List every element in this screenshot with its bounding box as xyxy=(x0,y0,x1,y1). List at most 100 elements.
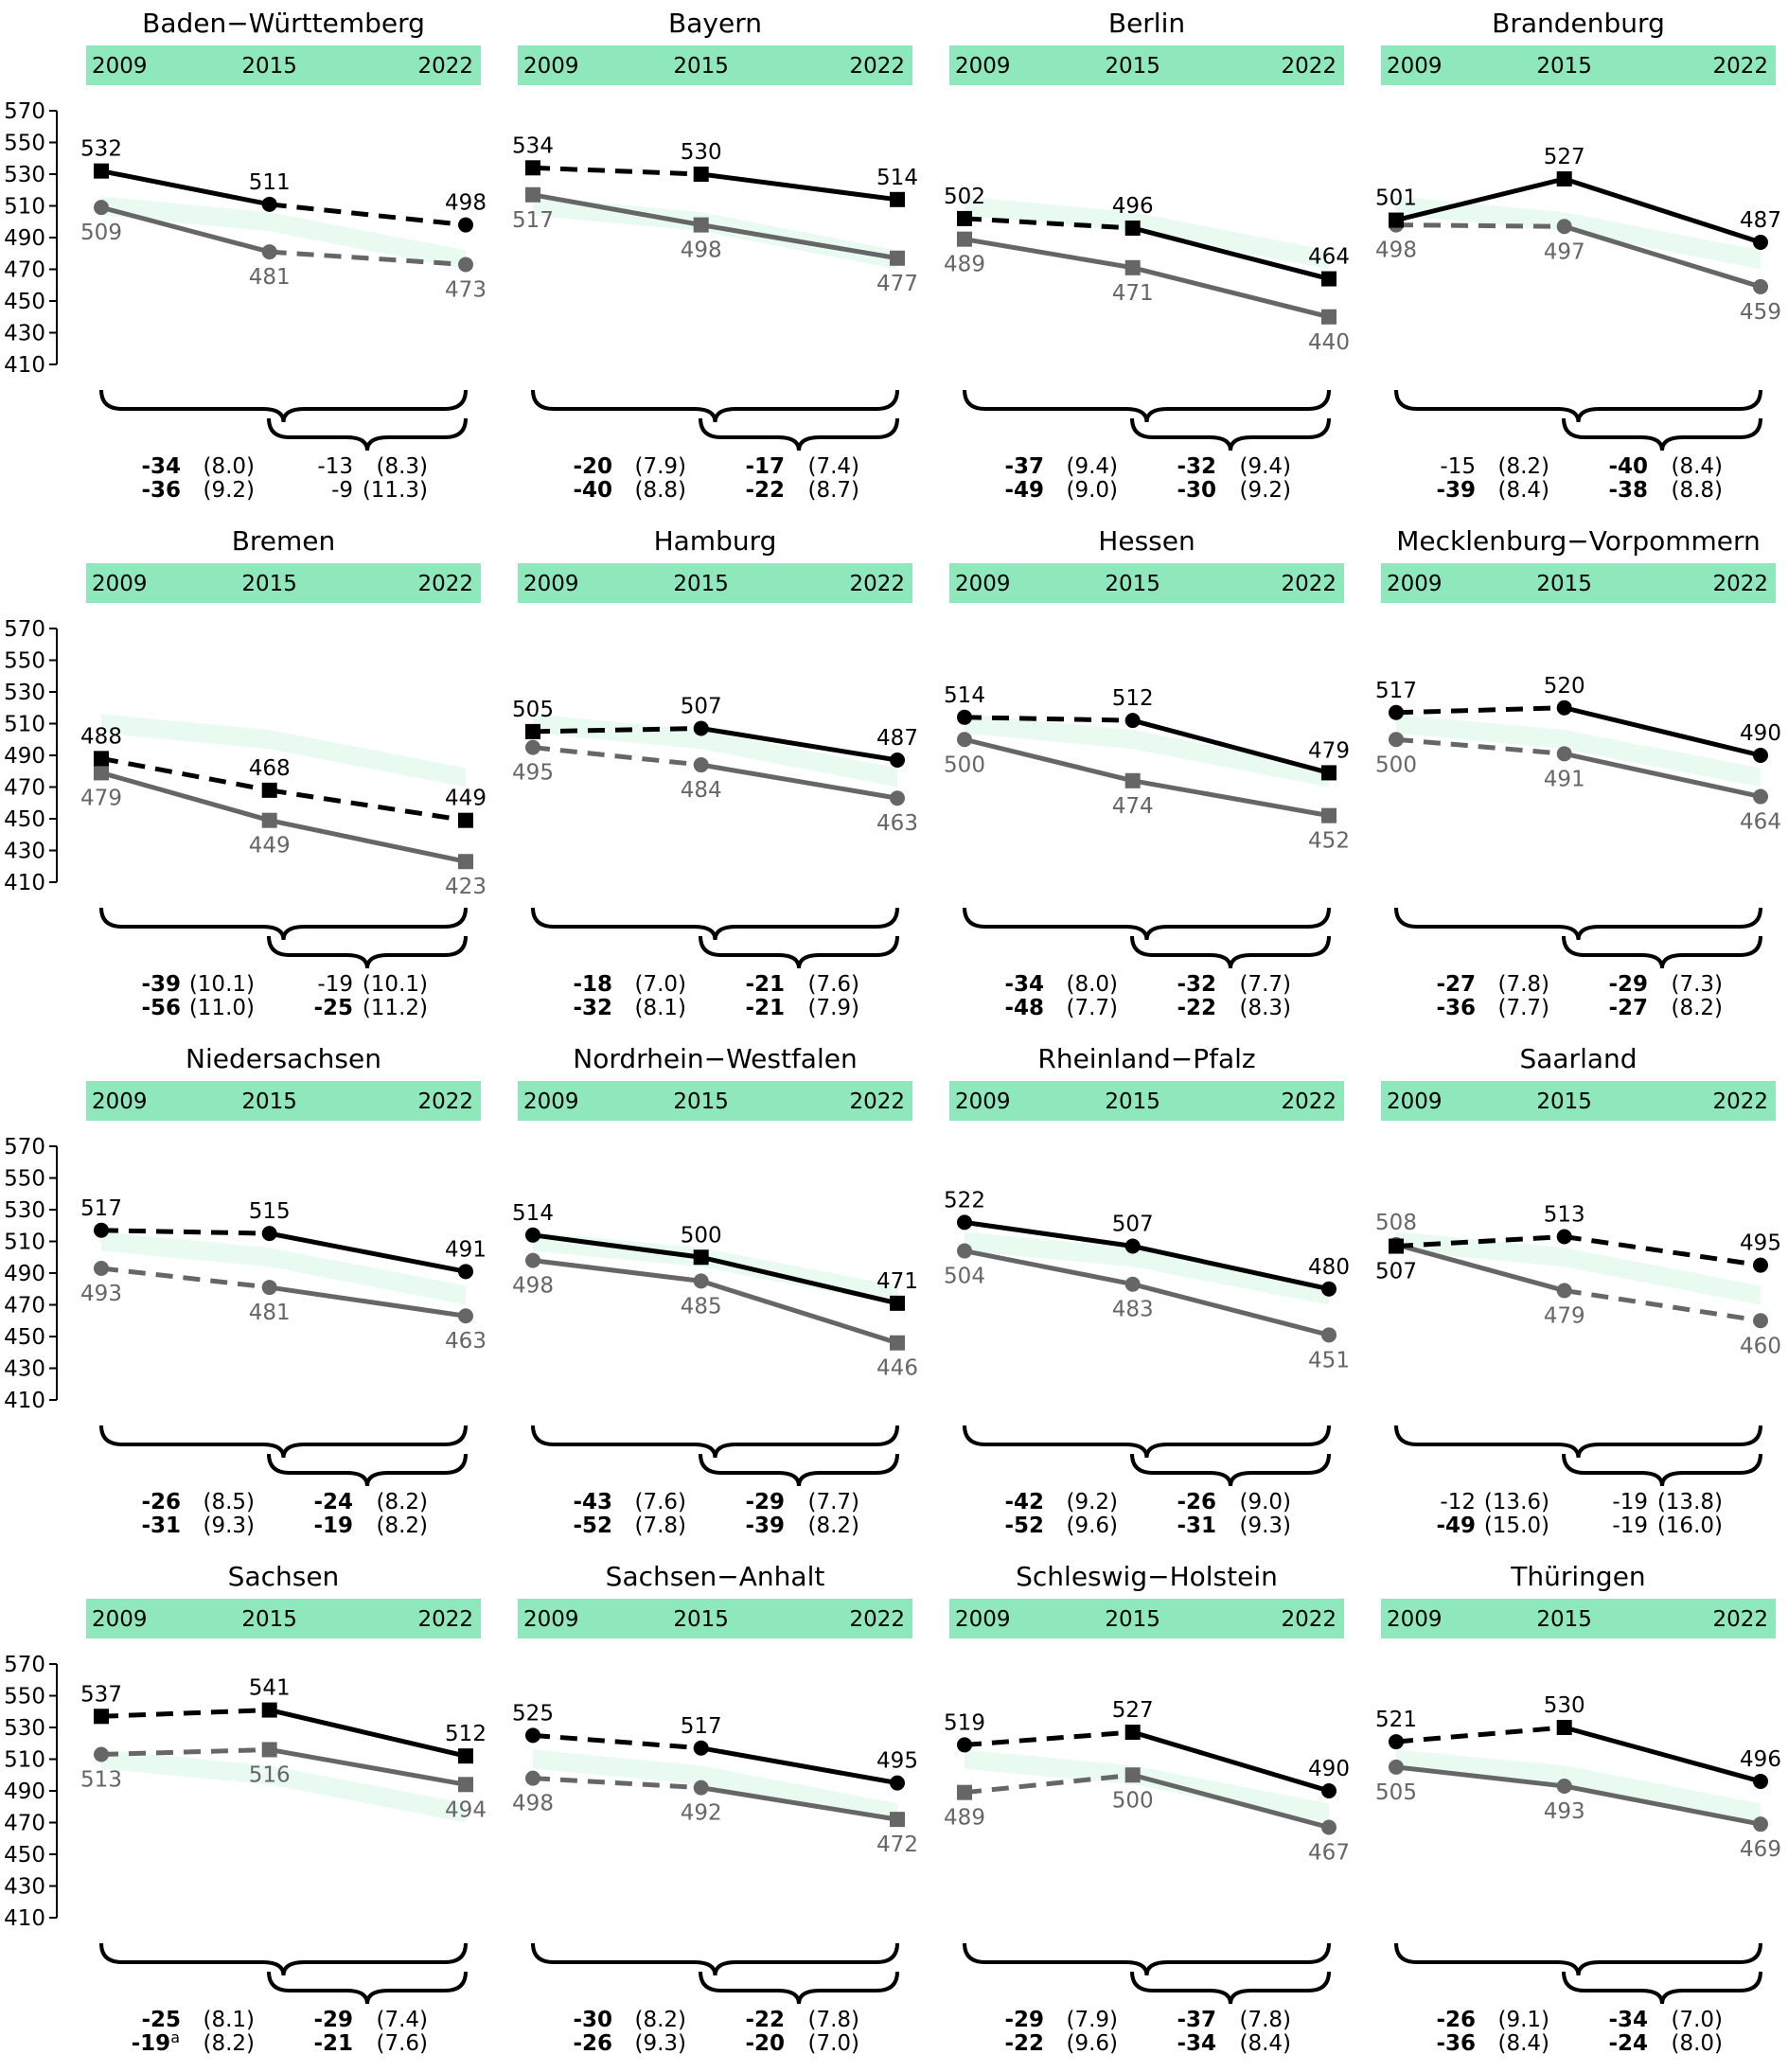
brace-2009-2022 xyxy=(1394,389,1762,423)
change-2009-2022-b-se: (8.1) xyxy=(634,996,686,1020)
series-a-point xyxy=(890,191,905,207)
change-2015-2022-a-value: -13 xyxy=(317,454,353,479)
series-a-value-label: 512 xyxy=(1112,686,1154,711)
change-2015-2022-b-value: -20 xyxy=(745,2031,785,2056)
change-2015-2022-a-se: (7.4) xyxy=(376,2008,428,2032)
change-2015-2022-a-se: (7.4) xyxy=(807,454,859,479)
series-a-value-label: 507 xyxy=(1112,1213,1154,1237)
series-a-value-label: 514 xyxy=(944,683,985,708)
brace-2009-2022 xyxy=(531,389,899,423)
change-2015-2022-a-value: -24 xyxy=(313,1490,353,1514)
panel-title: Brandenburg xyxy=(1492,8,1665,39)
brace-2009-2022 xyxy=(531,907,899,941)
year-label: 2022 xyxy=(1712,1089,1768,1114)
year-label: 2009 xyxy=(92,54,148,79)
year-header xyxy=(518,45,912,85)
series-b-point xyxy=(1556,1283,1572,1299)
year-label: 2009 xyxy=(92,1089,148,1114)
series-a-value-label: 527 xyxy=(1544,145,1585,169)
change-2015-2022-a-se: (13.8) xyxy=(1657,1490,1723,1514)
series-b-point xyxy=(1124,1276,1141,1292)
change-2009-2022-b-value: -52 xyxy=(1004,1514,1044,1538)
series-b-value-label: 485 xyxy=(681,1294,722,1319)
change-2015-2022-b-value: -19 xyxy=(1612,1514,1648,1538)
series-a-value-label: 502 xyxy=(944,185,985,209)
series-a-segment xyxy=(100,1708,270,1719)
y-tick-label: 570 xyxy=(4,617,45,642)
series-a-segment xyxy=(700,1745,898,1786)
series-a-value-label: 488 xyxy=(80,724,122,749)
panel-title: Sachsen−Anhalt xyxy=(606,1561,825,1592)
change-2009-2022-a-se: (8.1) xyxy=(203,2008,255,2032)
y-tick-label: 410 xyxy=(4,1389,45,1413)
series-a-segment xyxy=(269,1708,467,1759)
series-a-value-label: 532 xyxy=(80,137,122,162)
series-b-point xyxy=(957,1784,972,1800)
year-label: 2009 xyxy=(1387,1607,1443,1632)
series-b-value-label: 472 xyxy=(876,1833,918,1857)
y-tick-label: 430 xyxy=(4,322,45,346)
change-2009-2022-a-se: (7.9) xyxy=(634,454,686,479)
change-2009-2022-a-value: -34 xyxy=(141,454,181,479)
series-b-point xyxy=(94,200,109,216)
series-a-value-label: 491 xyxy=(445,1237,487,1262)
series-b-point xyxy=(94,1260,109,1276)
series-a-value-label: 500 xyxy=(681,1223,722,1248)
series-a-value-label: 464 xyxy=(1308,245,1350,270)
year-label: 2015 xyxy=(1105,572,1160,596)
series-a-point xyxy=(1389,1734,1404,1750)
series-b-value-label: 516 xyxy=(249,1762,291,1787)
series-a-value-label: 511 xyxy=(249,170,291,195)
change-2015-2022-a-se: (7.8) xyxy=(1239,2008,1291,2032)
change-2015-2022-b-value: -21 xyxy=(313,2031,353,2056)
change-2009-2022-b-se: (9.3) xyxy=(634,2031,686,2056)
brace-2009-2022 xyxy=(531,1942,899,1976)
change-2009-2022-a-se: (10.1) xyxy=(189,972,255,997)
series-a-segment xyxy=(269,202,467,228)
series-b-segment xyxy=(964,1772,1133,1796)
series-a-value-label: 498 xyxy=(445,191,487,216)
series-a-value-label: 507 xyxy=(681,695,722,719)
change-2015-2022-a-se: (9.4) xyxy=(1239,454,1291,479)
change-2015-2022-a-se: (7.0) xyxy=(1671,2008,1723,2032)
change-2015-2022-a-se: (7.7) xyxy=(1239,972,1291,997)
y-tick-label: 410 xyxy=(4,1906,45,1931)
series-b-value-label: 469 xyxy=(1740,1837,1781,1862)
series-b-point xyxy=(458,257,473,273)
series-b-segment xyxy=(964,1249,1134,1287)
panel-title: Rheinland−Pfalz xyxy=(1037,1043,1255,1074)
y-tick-label: 530 xyxy=(4,1198,45,1223)
brace-2015-2022 xyxy=(267,417,468,452)
year-header xyxy=(949,45,1344,85)
change-2015-2022-a-value: -21 xyxy=(745,972,785,997)
change-2015-2022-b-value: -24 xyxy=(1608,2031,1648,2056)
brace-2015-2022 xyxy=(1130,417,1331,452)
reference-band xyxy=(1396,714,1761,788)
series-a-segment xyxy=(532,726,701,735)
change-2009-2022-a-value: -29 xyxy=(1004,2008,1044,2032)
y-tick-label: 550 xyxy=(4,1167,45,1192)
series-a-segment xyxy=(100,755,271,793)
year-label: 2022 xyxy=(1281,1089,1337,1114)
series-a-point xyxy=(1753,235,1768,251)
brace-2015-2022 xyxy=(1130,1453,1331,1487)
change-2009-2022-b-value: -39 xyxy=(1436,478,1476,503)
change-2009-2022-a-se: (9.2) xyxy=(1066,1490,1118,1514)
series-a-value-label: 537 xyxy=(80,1682,122,1707)
series-b-value-label: 471 xyxy=(1112,281,1154,306)
series-b-value-label: 497 xyxy=(1544,239,1585,264)
change-2015-2022-b-se: (8.2) xyxy=(1671,996,1723,1020)
change-2015-2022-b-se: (7.6) xyxy=(376,2031,428,2056)
change-2015-2022-a-se: (10.1) xyxy=(363,972,428,997)
series-a-value-label: 495 xyxy=(876,1749,918,1774)
year-label: 2015 xyxy=(673,54,729,79)
series-b-value-label: 489 xyxy=(944,1806,985,1831)
series-a-point xyxy=(1389,704,1404,720)
series-a-value-label: 514 xyxy=(876,166,918,190)
series-b-point xyxy=(94,1746,109,1762)
change-2009-2022-b-se: (9.3) xyxy=(203,1514,255,1538)
series-a-point xyxy=(525,1227,540,1243)
series-a-point xyxy=(890,1775,905,1791)
series-a-point xyxy=(957,210,972,226)
